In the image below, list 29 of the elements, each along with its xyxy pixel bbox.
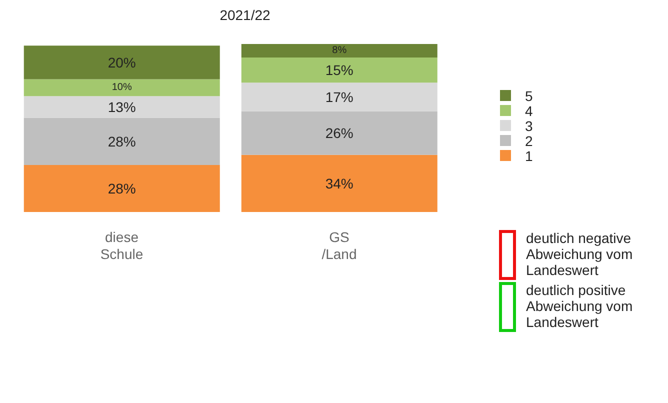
data-label: 26% xyxy=(325,125,354,142)
text: deutlich positive Abweichung vom Landeswert xyxy=(526,282,633,330)
bar xyxy=(24,118,220,165)
data-label: 10% xyxy=(112,82,132,94)
bar xyxy=(24,164,220,212)
data-label: 20% xyxy=(108,54,136,70)
bar xyxy=(24,79,220,96)
bar xyxy=(241,111,438,155)
bar xyxy=(241,154,438,212)
data-label: 8% xyxy=(332,45,347,56)
x-tick-label: diese Schule xyxy=(100,229,144,262)
data-label: 28% xyxy=(108,133,136,150)
bar xyxy=(241,44,438,58)
legend-label: 4 xyxy=(525,102,533,118)
data-label: 17% xyxy=(325,88,354,105)
data-label: 13% xyxy=(108,99,136,115)
bar xyxy=(24,46,220,80)
x-tick-label: GS /Land xyxy=(322,229,357,262)
legend-label: 5 xyxy=(525,88,533,104)
legend-label: 3 xyxy=(525,118,533,134)
data-label: 34% xyxy=(325,175,354,192)
legend-label: 1 xyxy=(525,148,533,164)
bar xyxy=(24,96,220,118)
chart-title: 2021/22 xyxy=(220,7,271,23)
data-label: 28% xyxy=(108,180,136,196)
bar xyxy=(241,82,438,112)
bar xyxy=(241,57,438,83)
legend-label: 2 xyxy=(525,132,533,148)
data-label: 15% xyxy=(325,62,354,78)
